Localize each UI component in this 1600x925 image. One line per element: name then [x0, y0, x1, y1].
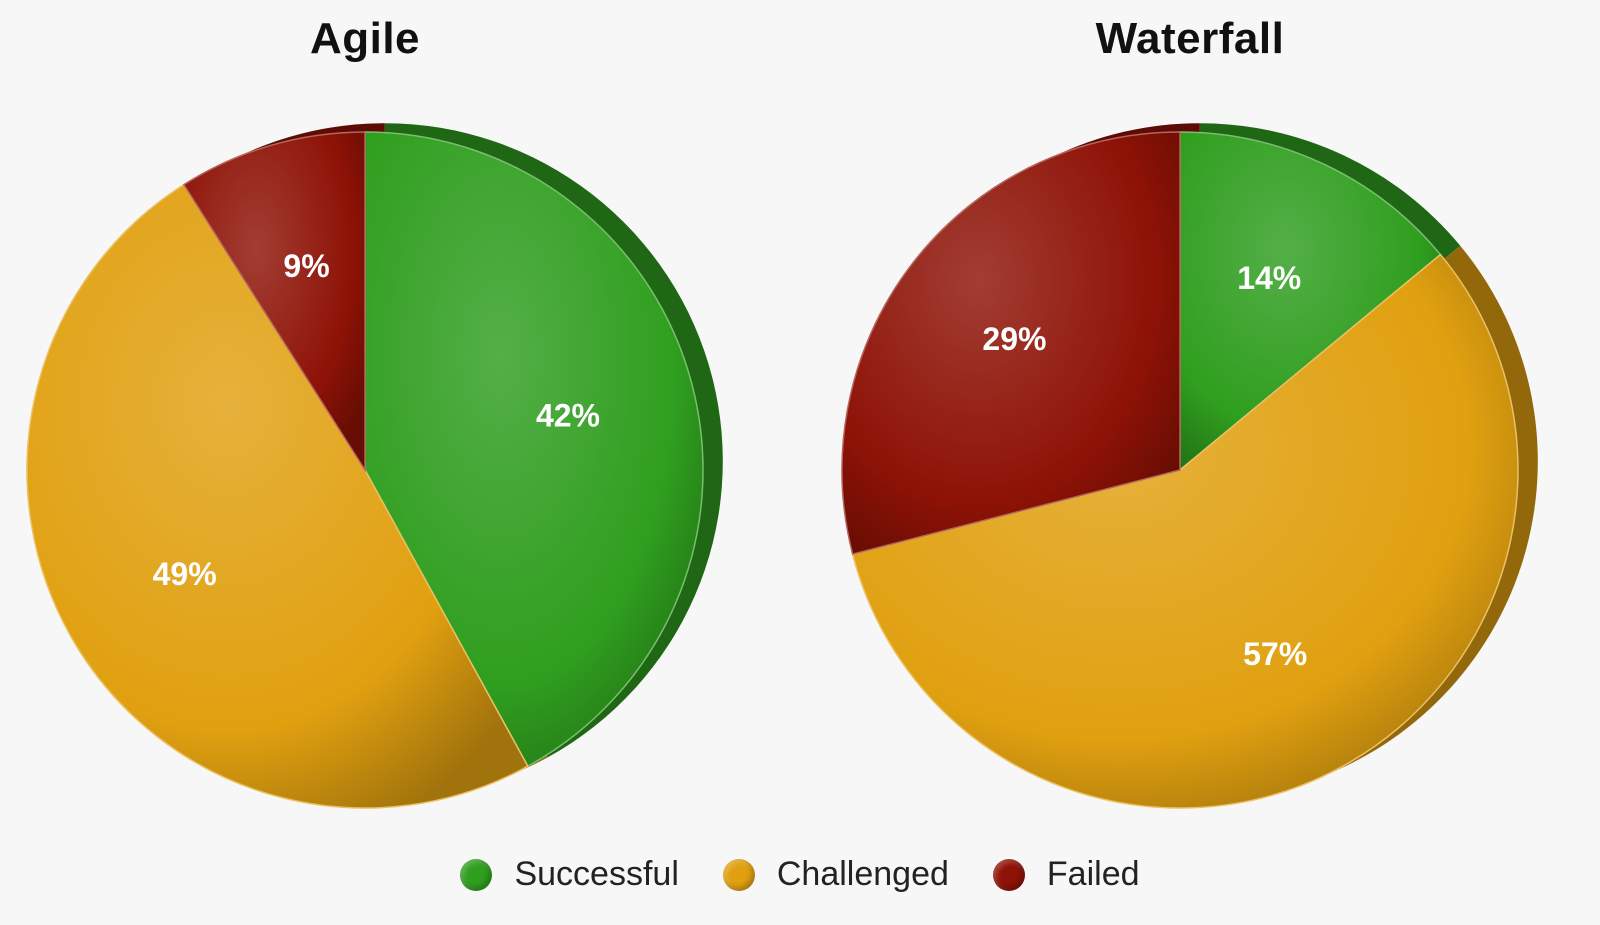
agile-slice-failed: [182, 131, 366, 473]
waterfall-label-challenged: 57%: [1243, 636, 1307, 672]
agile-label-successful: 42%: [536, 397, 600, 433]
agile-label-challenged: 49%: [153, 556, 217, 592]
legend-swatch-successful: [460, 858, 493, 891]
legend-item-failed: Failed: [992, 855, 1140, 894]
legend-swatch-failed: [992, 858, 1025, 891]
legend-item-successful: Successful: [460, 855, 679, 894]
agile-slice-challenged: [26, 183, 529, 809]
agile-slice-successful: [364, 131, 704, 768]
waterfall-slice-successful: [1179, 131, 1442, 472]
waterfall-slice-challenged: [851, 253, 1519, 809]
agile-chart-title: Agile: [309, 14, 421, 63]
legend-swatch-challenged: [722, 858, 755, 891]
waterfall-pie: 14% 57% 29%: [841, 123, 1538, 809]
waterfall-label-successful: 14%: [1237, 260, 1301, 296]
legend-item-challenged: Challenged: [722, 855, 949, 894]
legend-label-successful: Successful: [514, 855, 679, 893]
legend-label-challenged: Challenged: [776, 855, 949, 893]
legend: Successful Challenged Failed: [0, 855, 1600, 894]
waterfall-slice-failed: [841, 131, 1181, 555]
agile-pie: 42% 49% 9%: [26, 123, 723, 809]
agile-label-failed: 9%: [283, 248, 329, 284]
waterfall-chart-title: Waterfall: [1095, 14, 1285, 63]
legend-label-failed: Failed: [1046, 855, 1140, 893]
waterfall-label-failed: 29%: [982, 321, 1046, 357]
